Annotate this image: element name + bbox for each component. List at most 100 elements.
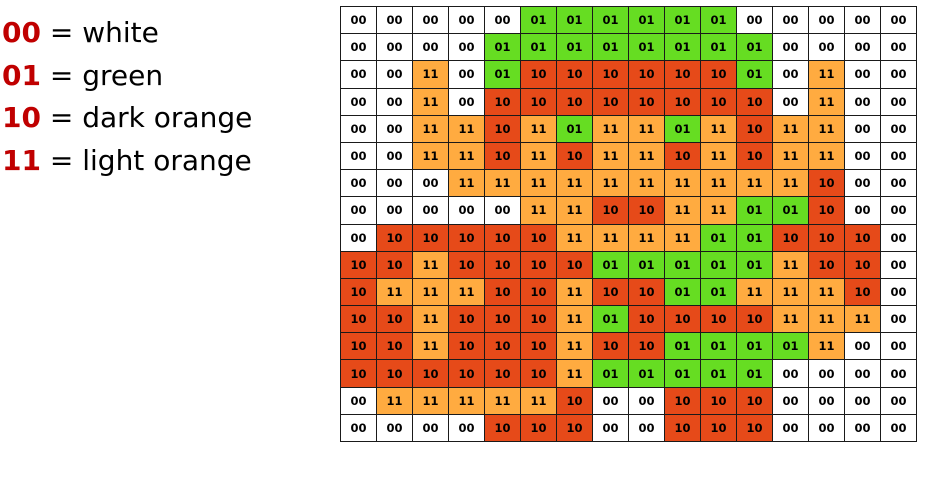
grid-cell: 00 [340,413,377,443]
grid-cell: 01 [736,196,773,225]
grid-cell: 00 [844,169,881,198]
grid-cell: 00 [880,250,917,279]
grid-cell: 00 [448,87,485,116]
grid-cell: 10 [736,413,773,443]
grid-cell: 00 [628,386,665,415]
grid-cell: 00 [340,60,377,89]
grid-cell: 10 [520,359,557,388]
grid-cell: 11 [700,114,737,143]
grid-cell: 00 [844,60,881,89]
grid-cell: 00 [412,196,449,225]
grid-cell: 01 [664,250,701,279]
grid-cell: 10 [808,250,845,279]
grid-cell: 00 [880,386,917,415]
grid-cell: 10 [628,305,665,334]
grid-cell: 00 [880,196,917,225]
grid-cell: 11 [556,169,593,198]
grid-cell: 11 [592,141,629,171]
grid-cell: 00 [844,33,881,62]
grid-cell: 10 [448,359,485,388]
grid-row: 00 00 00 00 00 01 01 01 01 01 01 00 00 00 00 00 [340,5,917,35]
grid-cell: 11 [412,114,449,143]
grid-cell: 10 [772,223,809,252]
pixel-grid: 00 00 00 00 00 01 01 01 01 01 01 00 00 00 00 00 00 00 00 00… [340,5,917,443]
grid-cell: 00 [448,60,485,89]
grid-cell: 01 [592,359,629,388]
grid-cell: 11 [664,196,701,225]
grid-cell: 00 [376,413,413,443]
grid-cell: 01 [700,223,737,252]
pixel-grid-body: 00 00 00 00 00 01 01 01 01 01 01 00 00 00 00 00 00 00 00 00… [340,5,917,443]
grid-row: 10 10 10 10 10 10 11 01 01 01 01 01 00 00 00 00 [340,359,917,388]
grid-row: 00 00 00 00 01 01 01 01 01 01 01 01 00 00 00 00 [340,33,917,62]
grid-cell: 10 [520,332,557,361]
grid-cell: 01 [736,223,773,252]
legend-item-white: 00 = white [2,12,252,55]
grid-cell: 11 [412,332,449,361]
grid-cell: 01 [556,33,593,62]
grid-cell: 11 [520,196,557,225]
grid-cell: 00 [412,33,449,62]
legend-code: 10 [2,101,41,134]
grid-cell: 11 [592,169,629,198]
grid-cell: 00 [844,332,881,361]
grid-cell: 00 [340,5,377,35]
grid-cell: 00 [448,5,485,35]
grid-cell: 10 [520,60,557,89]
grid-cell: 11 [520,114,557,143]
grid-cell: 11 [628,141,665,171]
grid-cell: 10 [736,305,773,334]
legend-code: 00 [2,16,41,49]
grid-cell: 11 [556,196,593,225]
grid-cell: 00 [844,141,881,171]
grid-cell: 11 [448,386,485,415]
grid-cell: 10 [376,223,413,252]
grid-cell: 11 [412,87,449,116]
grid-cell: 01 [520,33,557,62]
grid-cell: 10 [664,87,701,116]
grid-cell: 00 [340,386,377,415]
grid-cell: 10 [592,332,629,361]
grid-cell: 00 [880,5,917,35]
grid-cell: 10 [376,250,413,279]
grid-cell: 10 [844,223,881,252]
grid-cell: 11 [484,386,521,415]
legend-description: = green [40,58,164,92]
grid-cell: 10 [520,250,557,279]
grid-cell: 00 [592,386,629,415]
grid-cell: 10 [448,250,485,279]
grid-cell: 10 [448,305,485,334]
grid-cell: 00 [844,114,881,143]
grid-cell: 00 [880,114,917,143]
grid-cell: 11 [376,386,413,415]
grid-cell: 00 [880,33,917,62]
grid-cell: 01 [628,33,665,62]
grid-cell: 01 [772,332,809,361]
grid-cell: 11 [628,169,665,198]
grid-cell: 00 [376,169,413,198]
grid-cell: 00 [880,332,917,361]
grid-cell: 10 [376,359,413,388]
grid-cell: 01 [664,114,701,143]
grid-cell: 10 [520,87,557,116]
grid-cell: 00 [484,5,521,35]
grid-cell: 10 [448,223,485,252]
grid-cell: 10 [700,413,737,443]
grid-cell: 11 [844,305,881,334]
grid-cell: 10 [484,413,521,443]
grid-cell: 00 [808,386,845,415]
grid-cell: 11 [664,223,701,252]
grid-cell: 11 [772,141,809,171]
grid-cell: 01 [664,33,701,62]
grid-cell: 01 [736,250,773,279]
grid-cell: 00 [412,413,449,443]
grid-cell: 10 [736,114,773,143]
grid-cell: 01 [664,332,701,361]
grid-cell: 00 [412,169,449,198]
grid-cell: 01 [628,5,665,35]
grid-cell: 00 [592,413,629,443]
grid-cell: 10 [664,305,701,334]
grid-cell: 00 [340,87,377,116]
grid-cell: 10 [484,250,521,279]
grid-cell: 00 [844,386,881,415]
